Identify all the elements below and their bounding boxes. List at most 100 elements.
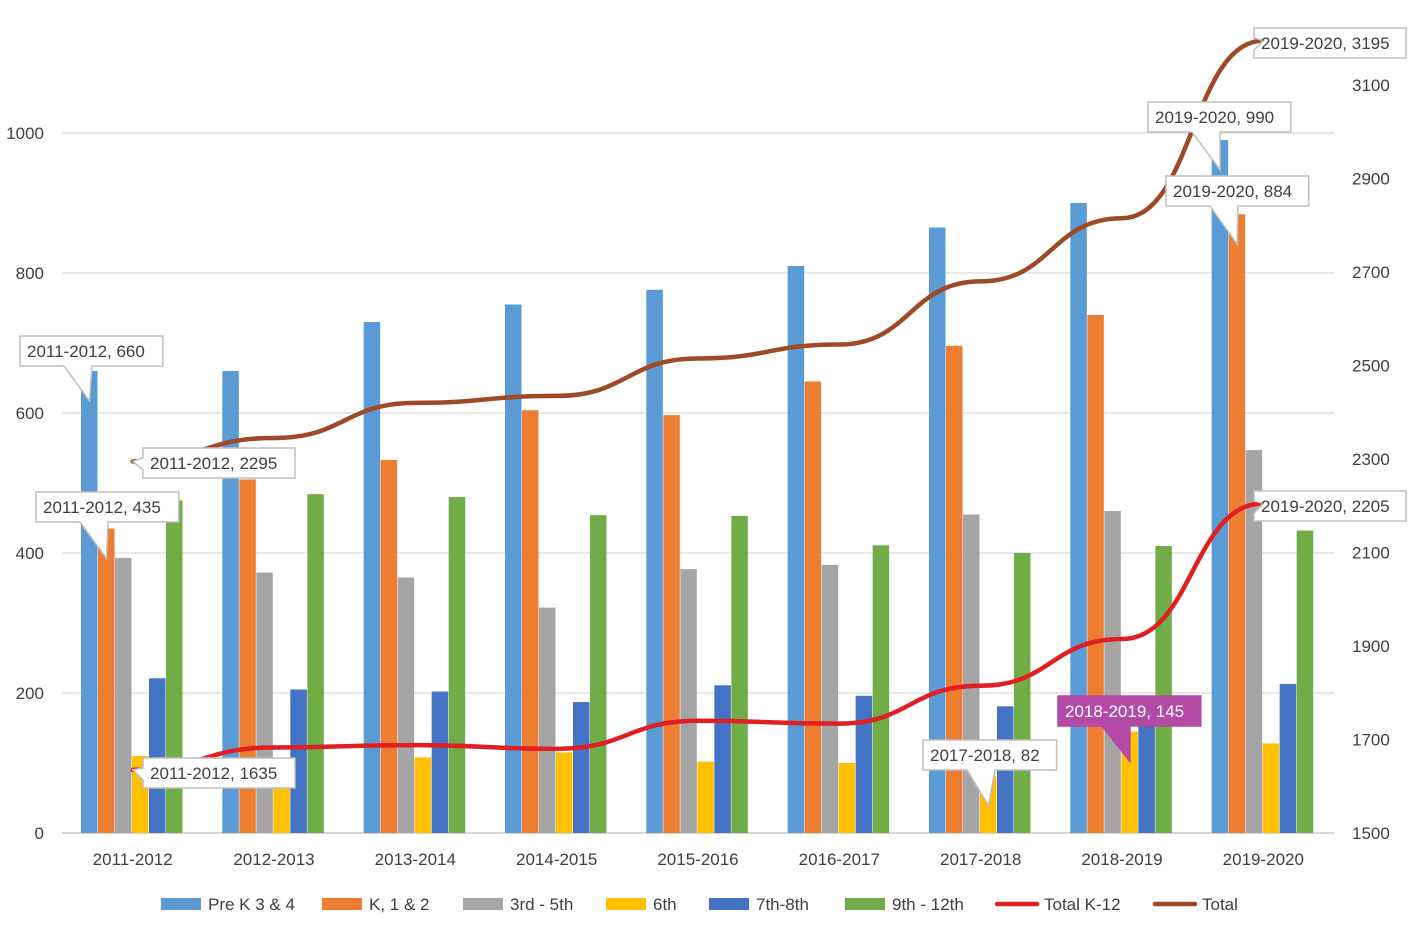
bar-7th-8th — [1138, 723, 1155, 833]
callout-label: 2011-2012, 660 — [27, 342, 145, 361]
callout-label: 2017-2018, 82 — [930, 746, 1040, 765]
bar-9th-12th — [1296, 530, 1314, 833]
bar-9th-12th — [448, 497, 466, 833]
bar-6th — [414, 757, 432, 833]
bar-9th-12th — [590, 515, 607, 833]
legend-swatch-pre-k-3-4 — [161, 898, 201, 910]
x-tick-label: 2019-2020 — [1223, 850, 1304, 869]
left-axis: 0 200 400 600 800 1000 — [6, 124, 44, 843]
legend-label-7th-8th: 7th-8th — [756, 895, 809, 914]
right-tick-label: 2500 — [1352, 357, 1390, 376]
bar-3rd-5th — [397, 577, 415, 833]
bar-k-1-2 — [946, 345, 963, 833]
x-axis: 2011-2012 2012-2013 2013-2014 2014-2015 2015… — [93, 850, 1304, 869]
bar-6th — [556, 752, 573, 833]
bar-pre-k-3-4 — [222, 371, 239, 833]
legend-label-9th-12th: 9th - 12th — [892, 895, 964, 914]
bar-6th — [697, 761, 714, 833]
bar-k-1-2 — [1228, 214, 1246, 833]
bar-3rd-5th — [256, 572, 273, 833]
legend-label-total: Total — [1202, 895, 1238, 914]
bar-6th — [838, 763, 856, 833]
bar-9th-12th — [307, 494, 324, 833]
right-tick-label: 3100 — [1352, 76, 1390, 95]
bar-3rd-5th — [1104, 511, 1121, 833]
legend: Pre K 3 & 4 K, 1 & 2 3rd - 5th 6th 7th-8th 9t… — [161, 895, 1238, 914]
right-tick-label: 1900 — [1352, 637, 1390, 656]
bar-pre-k-3-4 — [646, 289, 663, 833]
legend-label-3rd-5th: 3rd - 5th — [510, 895, 573, 914]
bar-k-1-2 — [804, 381, 822, 833]
x-tick-label: 2013-2014 — [375, 850, 456, 869]
bar-k-1-2 — [239, 479, 256, 833]
bar-3rd-5th — [539, 607, 556, 833]
bar-6th — [1262, 743, 1280, 833]
left-tick-label: 600 — [16, 404, 44, 423]
bar-k-1-2 — [98, 528, 115, 833]
callout-box — [1253, 490, 1407, 522]
right-tick-label: 1700 — [1352, 731, 1390, 750]
bar-k-1-2 — [663, 415, 680, 833]
legend-label-k-1-2: K, 1 & 2 — [369, 895, 429, 914]
series-lines — [130, 38, 1266, 773]
callout-box — [35, 491, 180, 561]
legend-swatch-7th-8th — [709, 898, 749, 910]
callout-label: 2011-2012, 1635 — [150, 764, 277, 783]
bar-7th-8th — [149, 678, 166, 833]
legend-swatch-k-1-2 — [322, 898, 362, 910]
bar-9th-12th — [731, 515, 748, 833]
callout-label: 2019-2020, 3195 — [1261, 34, 1390, 53]
callout-box — [19, 335, 164, 404]
bar-k-1-2 — [380, 459, 398, 833]
callout-label: 2019-2020, 990 — [1155, 108, 1274, 127]
x-tick-label: 2011-2012 — [93, 850, 173, 869]
bar-7th-8th — [290, 689, 307, 833]
right-tick-label: 1500 — [1352, 824, 1390, 843]
x-tick-label: 2017-2018 — [940, 850, 1021, 869]
left-tick-label: 400 — [16, 544, 44, 563]
bar-k-1-2 — [522, 410, 539, 833]
right-tick-label: 2100 — [1352, 544, 1390, 563]
right-tick-label: 2900 — [1352, 170, 1390, 189]
left-tick-label: 800 — [16, 264, 44, 283]
callout-box — [1165, 175, 1310, 247]
callout-box — [1147, 101, 1292, 173]
bar-9th-12th — [1155, 546, 1172, 833]
left-tick-label: 0 — [35, 824, 44, 843]
bar-3rd-5th — [1245, 450, 1263, 833]
bar-pre-k-3-4 — [363, 322, 381, 833]
bar-9th-12th — [166, 500, 183, 833]
x-tick-label: 2014-2015 — [516, 850, 597, 869]
line-total-k-12 — [130, 501, 1266, 773]
bar-7th-8th — [714, 685, 731, 833]
data-callouts: 2011-2012, 660 2011-2012, 435 2011-2012, 2… — [19, 27, 1407, 808]
bar-pre-k-3-4 — [929, 227, 946, 833]
right-tick-label: 2300 — [1352, 450, 1390, 469]
bar-9th-12th — [1014, 553, 1031, 833]
bar-pre-k-3-4 — [81, 371, 98, 833]
bar-pre-k-3-4 — [1211, 140, 1229, 833]
callout-label: 2011-2012, 2295 — [150, 454, 277, 473]
right-tick-label: 2700 — [1352, 263, 1390, 282]
callout-label: 2018-2019, 145 — [1065, 702, 1184, 721]
bar-9th-12th — [872, 545, 890, 833]
legend-swatch-9th-12th — [845, 898, 885, 910]
callout-box — [1057, 695, 1202, 764]
line-total — [130, 38, 1266, 464]
bar-7th-8th — [1279, 683, 1297, 833]
callout-box — [131, 447, 296, 479]
bar-pre-k-3-4 — [1070, 203, 1087, 833]
left-tick-label: 1000 — [6, 124, 44, 143]
x-tick-label: 2012-2013 — [233, 850, 314, 869]
bar-3rd-5th — [680, 569, 697, 833]
legend-label-pre-k-3-4: Pre K 3 & 4 — [208, 895, 295, 914]
legend-swatch-3rd-5th — [463, 898, 503, 910]
callout-label: 2019-2020, 2205 — [1261, 497, 1390, 516]
callout-box — [1253, 27, 1407, 59]
legend-swatch-6th — [606, 898, 646, 910]
bar-7th-8th — [855, 695, 873, 833]
legend-label-total-k-12: Total K-12 — [1044, 895, 1121, 914]
left-tick-label: 200 — [16, 684, 44, 703]
legend-label-6th: 6th — [653, 895, 677, 914]
